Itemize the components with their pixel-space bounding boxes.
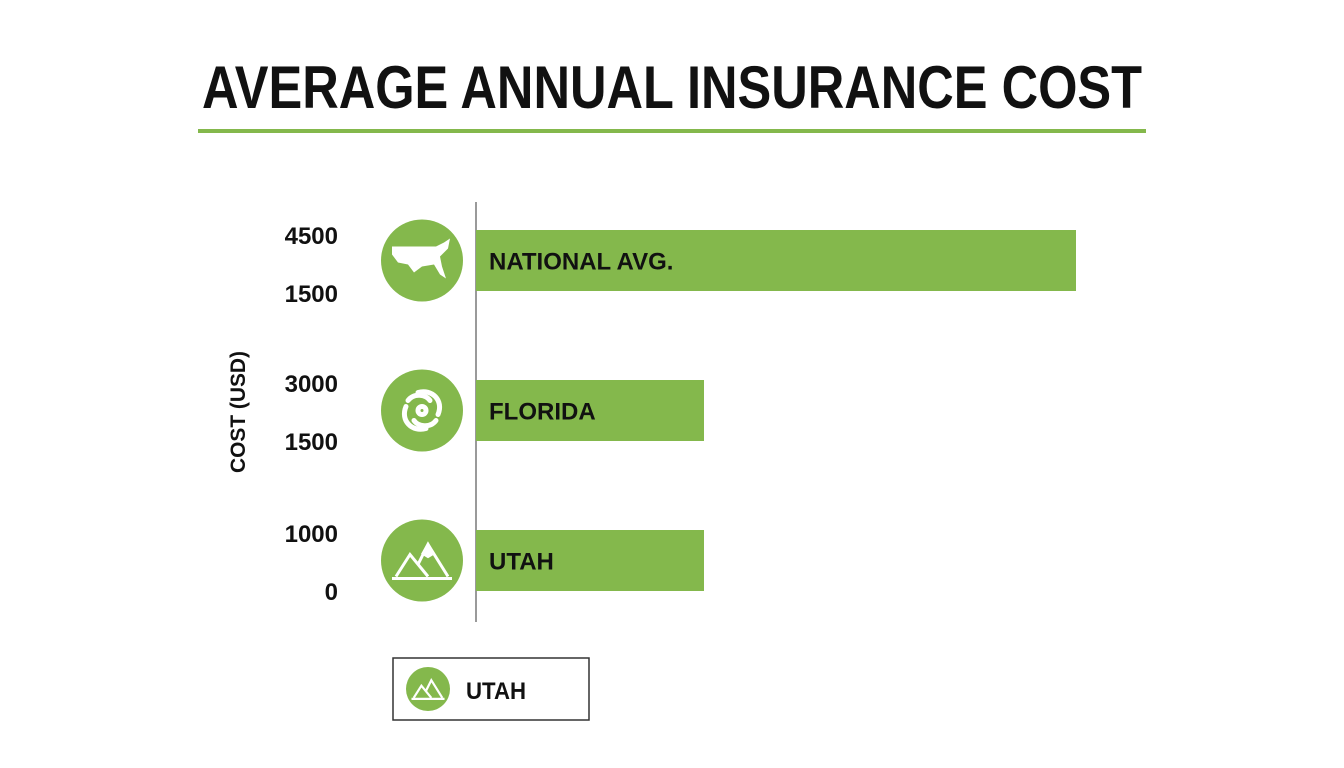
legend: UTAH bbox=[392, 657, 590, 721]
bar-utah bbox=[476, 530, 704, 591]
hurricane-icon bbox=[402, 389, 442, 432]
category-icon-circle bbox=[381, 369, 463, 452]
bar-label: UTAH bbox=[489, 549, 554, 576]
bar-label: FLORIDA bbox=[489, 399, 596, 426]
y-axis-label: COST (USD) bbox=[227, 351, 250, 473]
y-tick-label: 1500 bbox=[285, 429, 338, 456]
y-tick-label: 1000 bbox=[285, 521, 338, 548]
y-tick-label: 3000 bbox=[285, 371, 338, 398]
mountain-icon bbox=[392, 541, 452, 580]
mountain-icon bbox=[411, 677, 445, 701]
y-tick-label: 1500 bbox=[285, 281, 338, 308]
chart-title: AVERAGE ANNUAL INSURANCE COST bbox=[202, 54, 1142, 121]
bar-label: NATIONAL AVG. bbox=[489, 249, 673, 276]
category-icon-circle bbox=[381, 519, 463, 602]
bar-florida bbox=[476, 380, 704, 441]
title-underline bbox=[198, 129, 1146, 133]
y-tick-label: 4500 bbox=[285, 223, 338, 250]
legend-label: UTAH bbox=[466, 678, 526, 705]
usa-map-icon bbox=[392, 238, 450, 279]
y-tick-label: 0 bbox=[325, 579, 338, 606]
bar-national-avg bbox=[476, 230, 1076, 291]
